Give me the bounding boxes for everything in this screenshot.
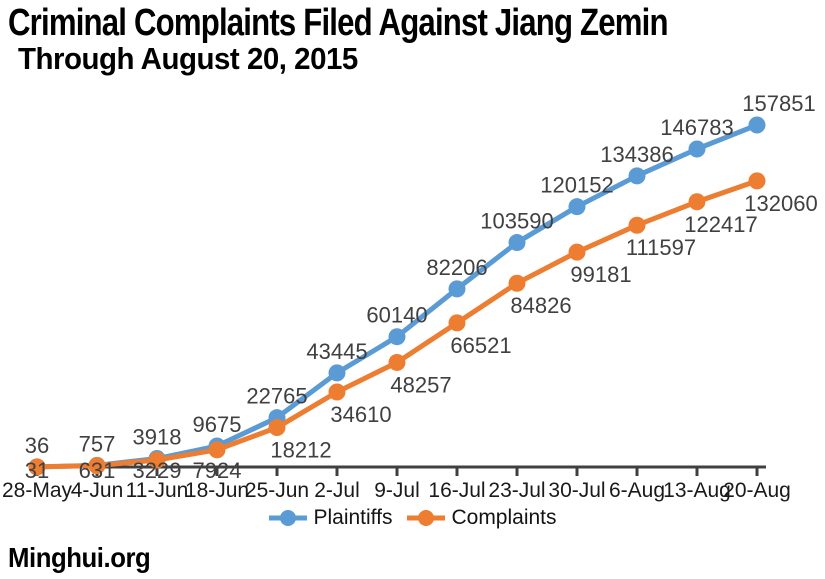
data-label-complaints-7: 66521 xyxy=(450,333,511,358)
data-point-complaints-6 xyxy=(388,353,406,371)
legend-label-plaintiffs: Plaintiffs xyxy=(313,506,393,529)
data-label-plaintiffs-4: 22765 xyxy=(246,384,307,409)
x-axis-label: 23-Jul xyxy=(488,479,545,502)
data-label-plaintiffs-5: 43445 xyxy=(306,339,367,364)
data-label-plaintiffs-3: 9675 xyxy=(193,412,242,437)
data-point-complaints-5 xyxy=(328,383,346,401)
data-label-plaintiffs-11: 146783 xyxy=(660,115,733,140)
data-label-complaints-8: 84826 xyxy=(510,293,571,318)
x-axis-label: 11-Jun xyxy=(126,479,189,502)
data-label-complaints-4: 18212 xyxy=(270,438,331,463)
legend-label-complaints: Complaints xyxy=(451,506,557,529)
data-label-complaints-2: 3229 xyxy=(133,458,182,483)
chart-subtitle: Through August 20, 2015 xyxy=(18,41,358,76)
data-point-plaintiffs-7 xyxy=(448,280,466,298)
chart-title: Criminal Complaints Filed Against Jiang … xyxy=(8,2,669,44)
data-label-complaints-1: 631 xyxy=(79,458,116,483)
plaintiffs-line-marker-icon xyxy=(269,510,308,526)
data-point-plaintiffs-11 xyxy=(688,140,706,158)
x-axis-label: 16-Jul xyxy=(428,479,485,502)
data-point-complaints-7 xyxy=(448,314,466,332)
x-axis-label: 2-Jul xyxy=(314,479,360,502)
data-label-complaints-11: 122417 xyxy=(684,212,757,237)
data-point-complaints-9 xyxy=(568,243,586,261)
data-point-complaints-10 xyxy=(628,216,646,234)
complaints-line-marker-icon xyxy=(407,510,446,526)
data-label-plaintiffs-0: 36 xyxy=(25,433,49,458)
data-label-complaints-9: 99181 xyxy=(570,262,631,287)
data-label-complaints-10: 111597 xyxy=(626,235,696,260)
series-line-plaintiffs xyxy=(34,122,760,470)
data-point-complaints-8 xyxy=(508,274,526,292)
chart-legend: Plaintiffs Complaints xyxy=(0,506,825,530)
x-axis-label: 6-Aug xyxy=(609,479,665,502)
x-axis-label: 25-Jun xyxy=(245,479,309,502)
data-label-plaintiffs-9: 120152 xyxy=(540,173,613,198)
data-point-complaints-0 xyxy=(28,458,46,476)
data-label-complaints-12: 132060 xyxy=(744,191,817,216)
data-point-plaintiffs-6 xyxy=(388,328,406,346)
data-point-complaints-12 xyxy=(748,172,766,190)
data-label-plaintiffs-6: 60140 xyxy=(366,303,427,328)
source-attribution: Minghui.org xyxy=(8,542,151,573)
data-point-plaintiffs-12 xyxy=(748,116,766,134)
legend-item-plaintiffs: Plaintiffs xyxy=(268,506,392,530)
x-axis-label: 28-May xyxy=(2,479,73,502)
x-axis-label: 18-Jun xyxy=(185,479,249,502)
data-label-complaints-3: 7924 xyxy=(193,458,242,483)
data-point-plaintiffs-10 xyxy=(628,167,646,185)
data-label-complaints-5: 34610 xyxy=(330,402,391,427)
data-point-complaints-11 xyxy=(688,193,706,211)
data-label-plaintiffs-1: 757 xyxy=(79,431,116,456)
data-label-plaintiffs-8: 103590 xyxy=(480,209,553,234)
data-point-complaints-2 xyxy=(148,451,166,469)
data-label-plaintiffs-2: 3918 xyxy=(133,425,182,450)
x-axis-label: 20-Aug xyxy=(723,479,791,502)
data-point-complaints-4 xyxy=(268,419,286,437)
data-label-plaintiffs-12: 157851 xyxy=(742,91,815,116)
data-label-complaints-0: 31 xyxy=(25,458,49,483)
x-axis-label: 9-Jul xyxy=(374,479,420,502)
data-point-plaintiffs-8 xyxy=(508,234,526,252)
data-point-plaintiffs-9 xyxy=(568,198,586,216)
x-axis-label: 30-Jul xyxy=(548,479,605,502)
x-axis-label: 13-Aug xyxy=(663,479,731,502)
data-label-plaintiffs-7: 82206 xyxy=(426,255,487,280)
data-label-plaintiffs-10: 134386 xyxy=(600,142,673,167)
data-label-complaints-6: 48257 xyxy=(390,372,451,397)
data-point-plaintiffs-5 xyxy=(328,364,346,382)
data-point-complaints-3 xyxy=(208,441,226,459)
data-point-complaints-1 xyxy=(88,457,106,475)
x-axis-label: 4-Jun xyxy=(71,479,124,502)
legend-item-complaints: Complaints xyxy=(406,506,557,530)
